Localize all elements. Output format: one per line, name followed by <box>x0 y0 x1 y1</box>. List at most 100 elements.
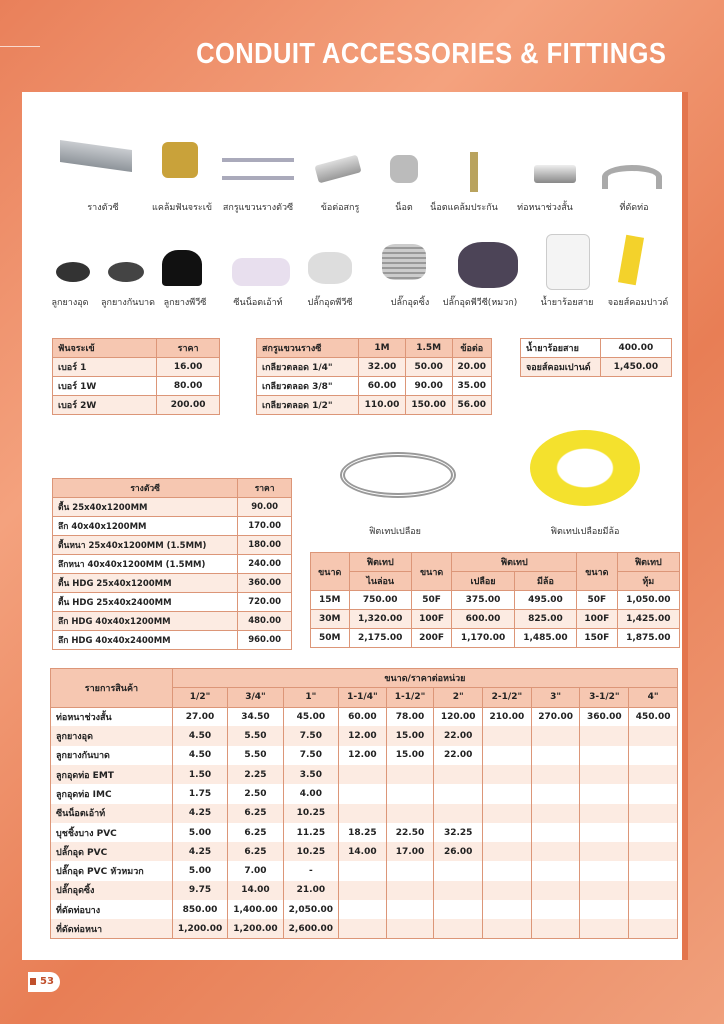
table-row: ลูกอุดท่อ IMC 1.75 2.50 4.00 <box>50 784 678 804</box>
table-cell: 1.5M <box>404 338 453 358</box>
table-cell: ซีนน็อตเอ้าท์ <box>50 803 173 823</box>
table-cell <box>579 861 630 881</box>
table-cell: 4.50 <box>171 726 229 746</box>
table-cell: 20.00 <box>451 357 492 377</box>
threaded-rod-image <box>222 158 294 162</box>
table-cell: 5.00 <box>171 861 229 881</box>
table-cell: - <box>282 861 340 881</box>
table-row: น้ำยาร้อยสาย 400.00 <box>520 338 673 358</box>
table-cell <box>628 803 678 823</box>
table-cell <box>579 745 630 765</box>
table-cell <box>579 900 630 920</box>
bender-image <box>602 165 662 189</box>
table-cell <box>482 726 532 746</box>
table-cell: 15M <box>310 590 350 610</box>
zinc-plug-image <box>382 244 426 280</box>
table-cell: ตื้น HDG 25x40x1200MM <box>51 573 239 593</box>
table-cell <box>530 803 581 823</box>
table-row: ปลั๊กอุด PVC 4.25 6.25 10.25 14.00 17.00 26.00 <box>50 842 678 862</box>
table-cell <box>385 861 435 881</box>
table-row: ปลั๊กอุดซิ้ง 9.75 14.00 21.00 <box>50 880 678 901</box>
table-row: ลูกยางกันบาด 4.50 5.50 7.50 12.00 15.00 22.00 <box>50 745 678 765</box>
product-label: น้ำยาร้อยสาย <box>540 298 594 308</box>
table-row: ที่ดัดท่อบาง 850.00 1,400.00 2,050.00 <box>50 900 678 920</box>
table-cell <box>628 822 678 843</box>
table-cell <box>433 919 484 940</box>
table-cell <box>628 745 678 765</box>
table-cell <box>482 803 532 823</box>
conduit-fittings-price-table: รายการสินค้า ขนาด/ราคาต่อหน่วย 1/2" 3/4" 1" 1… <box>50 667 679 940</box>
product-label: ลูกยางกันบาด <box>101 298 155 308</box>
table-cell: 180.00 <box>237 535 292 555</box>
table-cell: รางตัวซี <box>51 478 239 498</box>
plug-icon <box>30 978 36 985</box>
table-cell: ฟิตเทป <box>616 552 681 572</box>
table-cell: 240.00 <box>237 554 292 574</box>
table-cell: ลึก HDG 40x40x2400MM <box>51 630 239 650</box>
table-cell: 4.25 <box>171 803 229 823</box>
table-cell: 50.00 <box>404 357 453 377</box>
table-cell: 2.25 <box>227 764 284 785</box>
table-header-row: สกรูแขวนรางซี 1M 1.5M ข้อต่อ <box>255 338 492 358</box>
table-cell: 22.00 <box>433 745 484 765</box>
table-cell: เกลียวตลอด 3/8" <box>255 376 360 396</box>
table-cell: 750.00 <box>348 590 412 610</box>
fish-tape-bare-label: ฟิตเทปเปลือย <box>369 527 421 537</box>
table-cell: 200F <box>410 628 453 648</box>
table-cell: 1" <box>282 687 340 708</box>
table-cell <box>385 784 435 804</box>
table-cell <box>338 861 387 881</box>
table-cell: 1.50 <box>171 764 229 785</box>
table-cell <box>338 803 387 823</box>
product-label: น็อตแคล้มประกัน <box>430 203 498 213</box>
table-cell: 4.25 <box>171 842 229 862</box>
table-cell: 30M <box>310 609 350 629</box>
table-cell: 400.00 <box>599 338 673 358</box>
table-row: 50M 2,175.00 200F 1,170.00 1,485.00 150F 1,875… <box>310 628 681 648</box>
table-cell: 32.00 <box>358 357 406 377</box>
table-cell: 1M <box>358 338 406 358</box>
table-cell: 210.00 <box>482 707 532 727</box>
table-cell <box>530 822 581 843</box>
pvc-plug-image <box>308 252 352 284</box>
table-cell: น้ำยาร้อยสาย <box>520 338 601 358</box>
table-cell: 15.00 <box>385 726 435 746</box>
pulling-lubricant-image <box>546 234 590 290</box>
table-cell <box>579 784 630 804</box>
table-cell: ที่ดัดท่อบาง <box>50 900 173 920</box>
table-cell <box>338 919 387 940</box>
table-cell: 1,200.00 <box>171 919 229 940</box>
table-row: ตื้น HDG 25x40x2400MM 720.00 <box>51 592 292 612</box>
table-row: เบอร์ 2W 200.00 <box>51 395 220 415</box>
table-row: เกลียวตลอด 1/4" 32.00 50.00 20.00 <box>255 357 492 377</box>
table-cell: 10.25 <box>282 842 340 862</box>
table-cell <box>579 803 630 823</box>
threaded-rod-price-table: สกรูแขวนรางซี 1M 1.5M ข้อต่อ เกลียวตลอด 1/4"… <box>255 338 492 415</box>
table-cell <box>530 745 581 765</box>
product-label: รางตัวซี <box>87 203 119 213</box>
table-cell: 1-1/2" <box>385 687 435 708</box>
table-cell <box>579 842 630 862</box>
table-cell <box>433 803 484 823</box>
table-cell: 27.00 <box>171 707 229 727</box>
product-label: สกรูแขวนรางตัวซี <box>222 203 294 213</box>
table-cell: 2-1/2" <box>482 687 532 708</box>
bolt-image <box>470 152 478 192</box>
table-cell: ตื้น 25x40x1200MM <box>51 497 239 517</box>
table-cell: ลูกอุดท่อ IMC <box>50 784 173 804</box>
table-cell <box>338 880 387 901</box>
table-cell: จอยส์คอมเปานด์ <box>520 357 601 377</box>
table-cell: 4" <box>628 687 678 708</box>
table-cell: 1/2" <box>171 687 229 708</box>
table-cell: 4.50 <box>171 745 229 765</box>
table-cell: เบอร์ 1 <box>51 357 158 377</box>
table-cell: 1,485.00 <box>513 628 578 648</box>
table-cell: เบอร์ 2W <box>51 395 158 415</box>
fish-tape-bare-image <box>340 452 456 498</box>
clamp-price-table: ฟันจระเข้ ราคา เบอร์ 1 16.00 เบอร์ 1W 80.00 เบ… <box>51 338 220 415</box>
table-cell: 1-1/4" <box>338 687 387 708</box>
table-cell: 5.00 <box>171 822 229 843</box>
table-cell <box>579 726 630 746</box>
fish-tape-wheel-label: ฟิตเทปเปลือยมีล้อ <box>550 527 620 537</box>
table-cell <box>385 900 435 920</box>
